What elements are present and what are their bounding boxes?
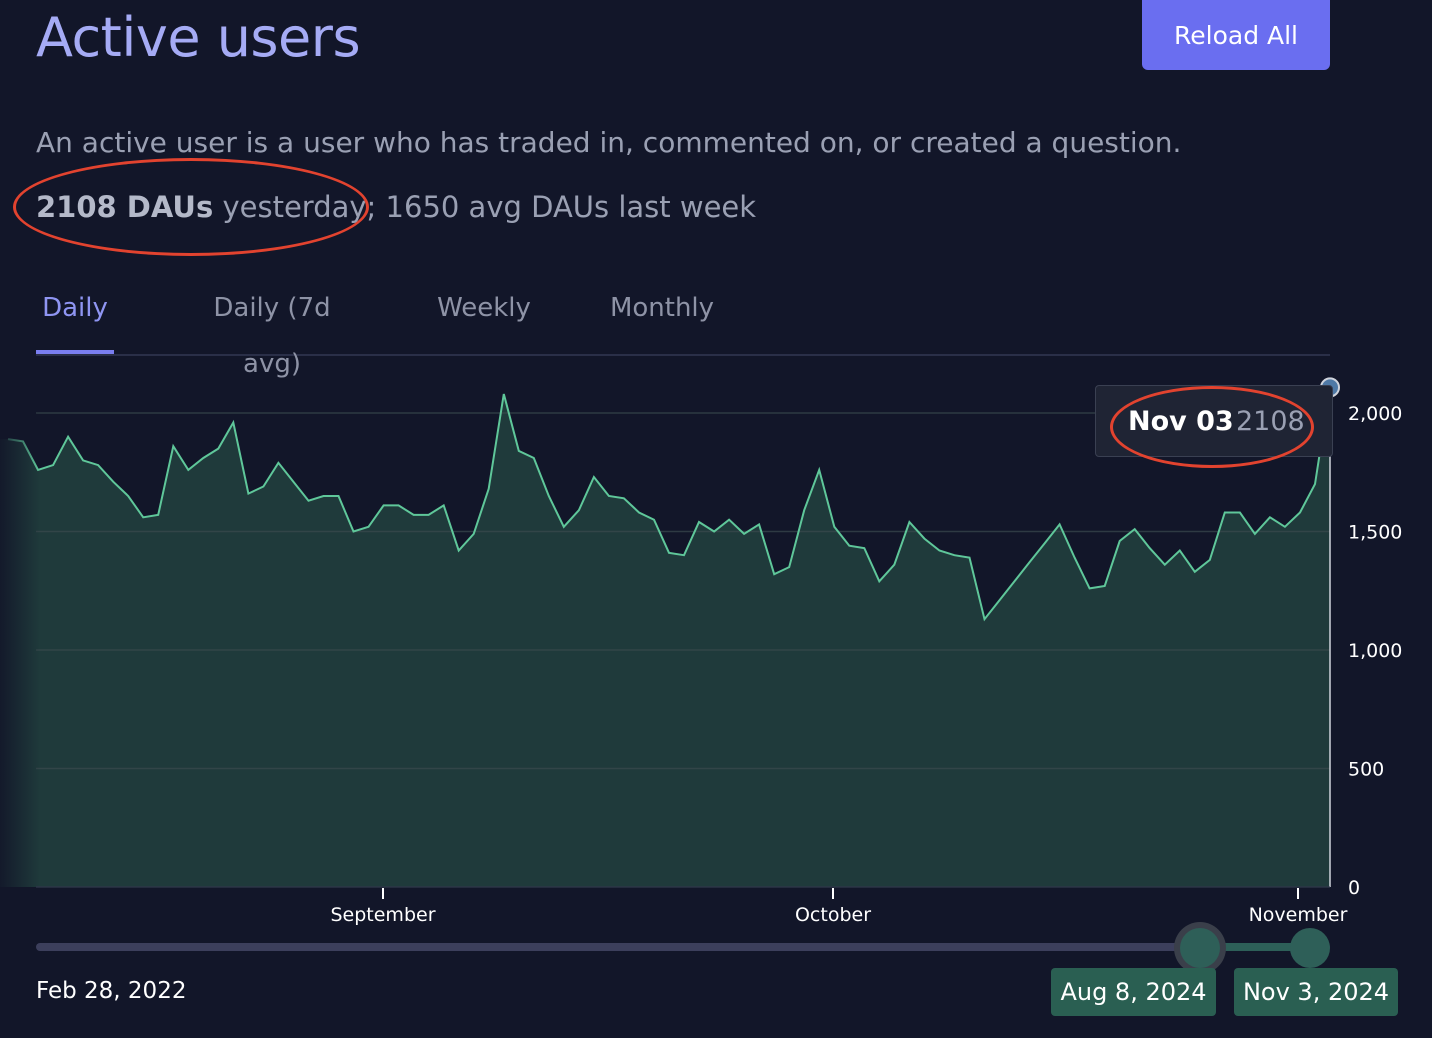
y-tick-label: 500 [1348, 759, 1384, 781]
range-start-date[interactable]: Aug 8, 2024 [1051, 968, 1216, 1016]
y-tick-label: 2,000 [1348, 403, 1402, 425]
page-description: An active user is a user who has traded … [36, 126, 1182, 159]
range-end-handle[interactable] [1290, 928, 1330, 968]
range-min-date: Feb 28, 2022 [36, 978, 187, 1004]
date-range-track[interactable] [36, 943, 1330, 951]
tooltip-value: 2108 [1236, 406, 1305, 437]
tab-daily-7d-avg[interactable]: Daily (7d avg) [213, 293, 331, 379]
chart-tabs: Daily Daily (7d avg) Weekly Monthly [36, 280, 1330, 379]
tab-daily[interactable]: Daily [36, 280, 114, 354]
tooltip-date: Nov 03 [1128, 406, 1234, 437]
tab-weekly[interactable]: Weekly [437, 293, 531, 323]
x-tick-label: November [1249, 904, 1348, 926]
y-tick-label: 0 [1348, 877, 1360, 899]
series-area [8, 387, 1330, 887]
x-tick-label: September [330, 904, 435, 926]
left-fade [0, 360, 40, 887]
y-tick-label: 1,500 [1348, 522, 1402, 544]
reload-all-button[interactable]: Reload All [1142, 0, 1330, 70]
page-title: Active users [36, 6, 361, 69]
dau-yesterday: 2108 DAUs [36, 190, 214, 224]
x-tick-label: October [795, 904, 871, 926]
dau-rest: yesterday; 1650 avg DAUs last week [213, 190, 757, 224]
series-line [7, 387, 1331, 622]
y-tick-label: 1,000 [1348, 640, 1402, 662]
tab-monthly[interactable]: Monthly [609, 293, 715, 323]
chart-tooltip: Nov 03 2108 [1095, 385, 1333, 457]
date-range-selected [1199, 943, 1309, 951]
dau-summary: 2108 DAUs yesterday; 1650 avg DAUs last … [36, 190, 756, 224]
dau-chart: 0 500 1,000 1,500 2,000 September October Novem… [0, 360, 1402, 926]
range-end-date[interactable]: Nov 3, 2024 [1234, 968, 1398, 1016]
range-start-handle[interactable] [1180, 928, 1220, 968]
